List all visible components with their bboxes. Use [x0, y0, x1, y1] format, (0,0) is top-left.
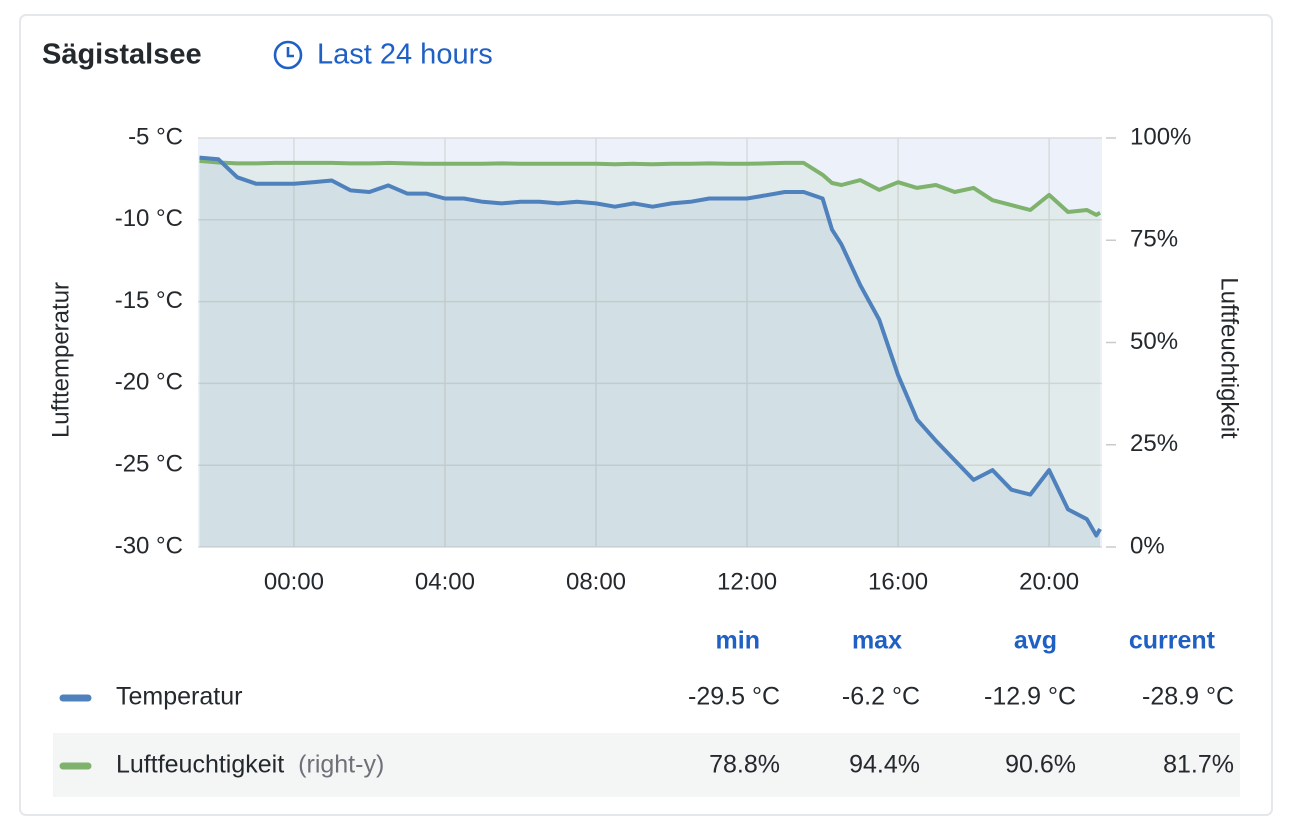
legend-stat: -28.9 °C	[1142, 683, 1234, 711]
y-axis-label: Lufttemperatur	[47, 282, 74, 438]
panel-title: Sägistalsee	[42, 39, 202, 71]
legend-header: current	[1129, 627, 1216, 655]
legend-stat: 94.4%	[849, 751, 920, 779]
y2-tick-label: 75%	[1130, 226, 1178, 253]
legend-row-bg	[53, 733, 1240, 797]
time-range[interactable]: Last 24 hours	[317, 39, 493, 71]
x-tick-label: 12:00	[717, 568, 777, 595]
legend-header: avg	[1014, 627, 1057, 655]
series-line	[199, 158, 1102, 217]
y2-axis-label: Luftfeuchtigkeit	[1216, 277, 1243, 439]
legend-stat: 81.7%	[1163, 751, 1234, 779]
legend-note: (right-y)	[298, 751, 384, 779]
y-tick-label: -15 °C	[115, 287, 183, 314]
y2-tick-label: 100%	[1130, 123, 1191, 150]
area-fill	[199, 157, 1101, 547]
x-tick-label: 16:00	[868, 568, 928, 595]
legend-stat: 78.8%	[709, 751, 780, 779]
y-tick-label: -25 °C	[115, 451, 183, 478]
area-fill	[199, 160, 1101, 547]
x-tick-label: 04:00	[415, 568, 475, 595]
x-tick-label: 00:00	[264, 568, 324, 595]
x-tick-label: 08:00	[566, 568, 626, 595]
legend-stat: 90.6%	[1005, 751, 1076, 779]
y2-tick-label: 0%	[1130, 532, 1165, 559]
legend-name[interactable]: Luftfeuchtigkeit	[116, 751, 284, 779]
legend-stat: -29.5 °C	[688, 683, 780, 711]
y-tick-label: -10 °C	[115, 205, 183, 232]
clock-icon[interactable]	[273, 40, 303, 70]
series-line	[199, 155, 1102, 538]
legend-name[interactable]: Temperatur	[116, 683, 242, 711]
legend-header: max	[852, 627, 902, 655]
y-tick-label: -30 °C	[115, 532, 183, 559]
y2-tick-label: 50%	[1130, 328, 1178, 355]
legend-stat: -6.2 °C	[842, 683, 920, 711]
legend-header: min	[716, 627, 760, 655]
x-tick-label: 20:00	[1019, 568, 1079, 595]
y2-tick-label: 25%	[1130, 430, 1178, 457]
legend-stat: -12.9 °C	[984, 683, 1076, 711]
y-tick-label: -5 °C	[128, 123, 183, 150]
y-tick-label: -20 °C	[115, 369, 183, 396]
